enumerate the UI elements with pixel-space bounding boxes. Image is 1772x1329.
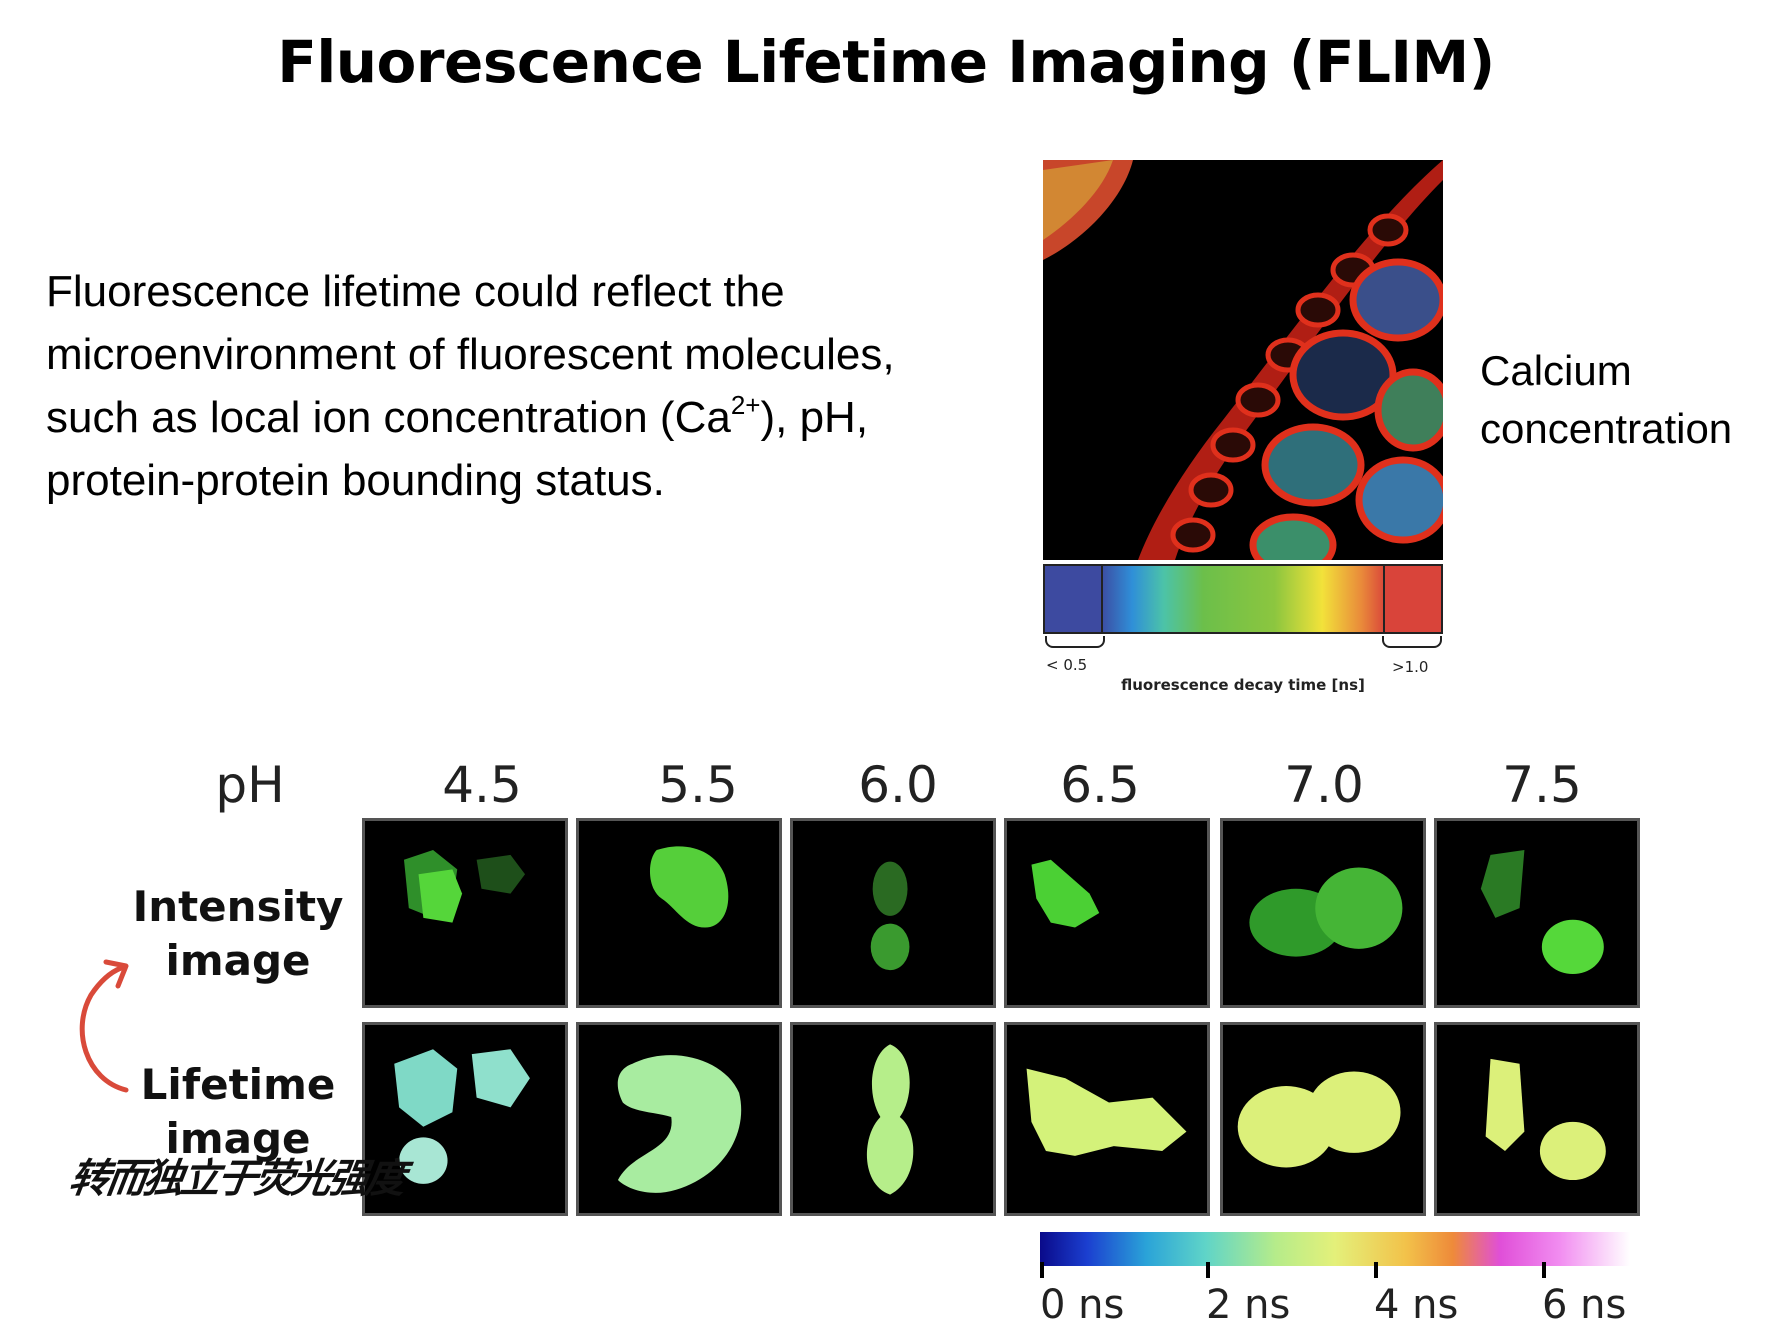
lifetime-label-line-1: Lifetime [140,1060,336,1109]
intensity-label-line-1: Intensity [132,882,344,931]
intensity-cells-ph-6-5 [1031,859,1100,928]
colorbar-min-label: < 0.5 [1046,656,1088,674]
calcium-flim-image [1043,160,1443,560]
intensity-label-line-2: image [165,936,311,985]
description-text: Fluorescence lifetime could reflect the … [46,260,1026,512]
tick-label-2ns: 2 ns [1206,1282,1291,1328]
intensity-panel-ph-7-0 [1220,818,1426,1008]
slide-title: Fluorescence Lifetime Imaging (FLIM) [277,28,1495,96]
tick-label-6ns: 6 ns [1542,1282,1627,1328]
lifetime-cells-ph-4-5 [394,1049,530,1184]
lifetime-ns-colorbar [1040,1232,1630,1266]
lifetime-panel-ph-5-5 [576,1022,782,1216]
lifetime-panel-ph-7-0 [1220,1022,1426,1216]
lifetime-label-line-2: image [165,1114,311,1163]
intensity-cells-ph-4-5 [403,850,526,923]
tick-0ns [1040,1262,1044,1278]
lifetime-panel-ph-6-5 [1004,1022,1210,1216]
curved-arrow-icon [79,959,129,1093]
lifetime-cells-ph-6-5 [1026,1068,1187,1156]
ph-axis-label: pH [215,756,285,814]
ph-value-6-5: 6.5 [1060,756,1140,814]
tick-4ns [1374,1262,1378,1278]
lifetime-row-label: Lifetime image [128,1058,348,1166]
description-line-3: such as local ion concentration (Ca2+), … [46,386,1026,449]
lifetime-panel-ph-4-5 [362,1022,568,1216]
intensity-panel-ph-4-5 [362,818,568,1008]
intensity-cells-ph-6-0 [870,861,910,971]
tick-label-4ns: 4 ns [1374,1282,1459,1328]
lifetime-cells-ph-5-5 [617,1055,742,1193]
description-line-3-a: such as local ion concentration (Ca [46,393,731,442]
calcium-flim-illustration [1043,160,1443,560]
ph-value-7-5: 7.5 [1502,756,1582,814]
ph-value-4-5: 4.5 [442,756,522,814]
calcium-label-line-2: concentration [1480,405,1733,452]
ph-value-6-0: 6.0 [858,756,938,814]
intensity-panel-ph-6-0 [790,818,996,1008]
tick-6ns [1542,1262,1546,1278]
lifetime-cells-ph-7-5 [1485,1058,1606,1181]
calcium-label-line-1: Calcium [1480,347,1632,394]
tick-label-0ns: 0 ns [1040,1282,1125,1328]
colorbar-axis-label: fluorescence decay time [ns] [1121,676,1365,694]
description-line-2: microenvironment of fluorescent molecule… [46,330,895,379]
calcium-charge-superscript: 2+ [730,390,761,420]
lifetime-cells-ph-7-0 [1237,1071,1401,1168]
lifetime-panel-ph-6-0 [790,1022,996,1216]
intensity-panel-ph-6-5 [1004,818,1210,1008]
handwritten-note: 转而独立于荧光强度 [66,1155,406,1202]
upper-range-brace [1382,636,1442,648]
ph-value-5-5: 5.5 [658,756,738,814]
calcium-concentration-label: Calcium concentration [1480,342,1732,458]
tick-2ns [1206,1262,1210,1278]
colorbar-upper-divider [1383,566,1385,632]
intensity-cells-ph-5-5 [649,846,729,928]
description-line-3-b: ), pH, [760,393,869,442]
intensity-panel-ph-5-5 [576,818,782,1008]
intensity-row-label: Intensity image [128,880,348,988]
colorbar-lower-divider [1101,566,1103,632]
ph-value-7-0: 7.0 [1284,756,1364,814]
decay-time-colorbar [1043,564,1443,634]
intensity-cells-ph-7-0 [1249,867,1403,957]
lifetime-cells-ph-6-0 [866,1044,914,1195]
description-line-4: protein-protein bounding status. [46,456,665,505]
colorbar-max-label: >1.0 [1392,658,1429,676]
description-line-1: Fluorescence lifetime could reflect the [46,267,785,316]
intensity-panel-ph-7-5 [1434,818,1640,1008]
intensity-cells-ph-7-5 [1480,850,1604,975]
lower-range-brace [1045,636,1105,648]
lifetime-panel-ph-7-5 [1434,1022,1640,1216]
